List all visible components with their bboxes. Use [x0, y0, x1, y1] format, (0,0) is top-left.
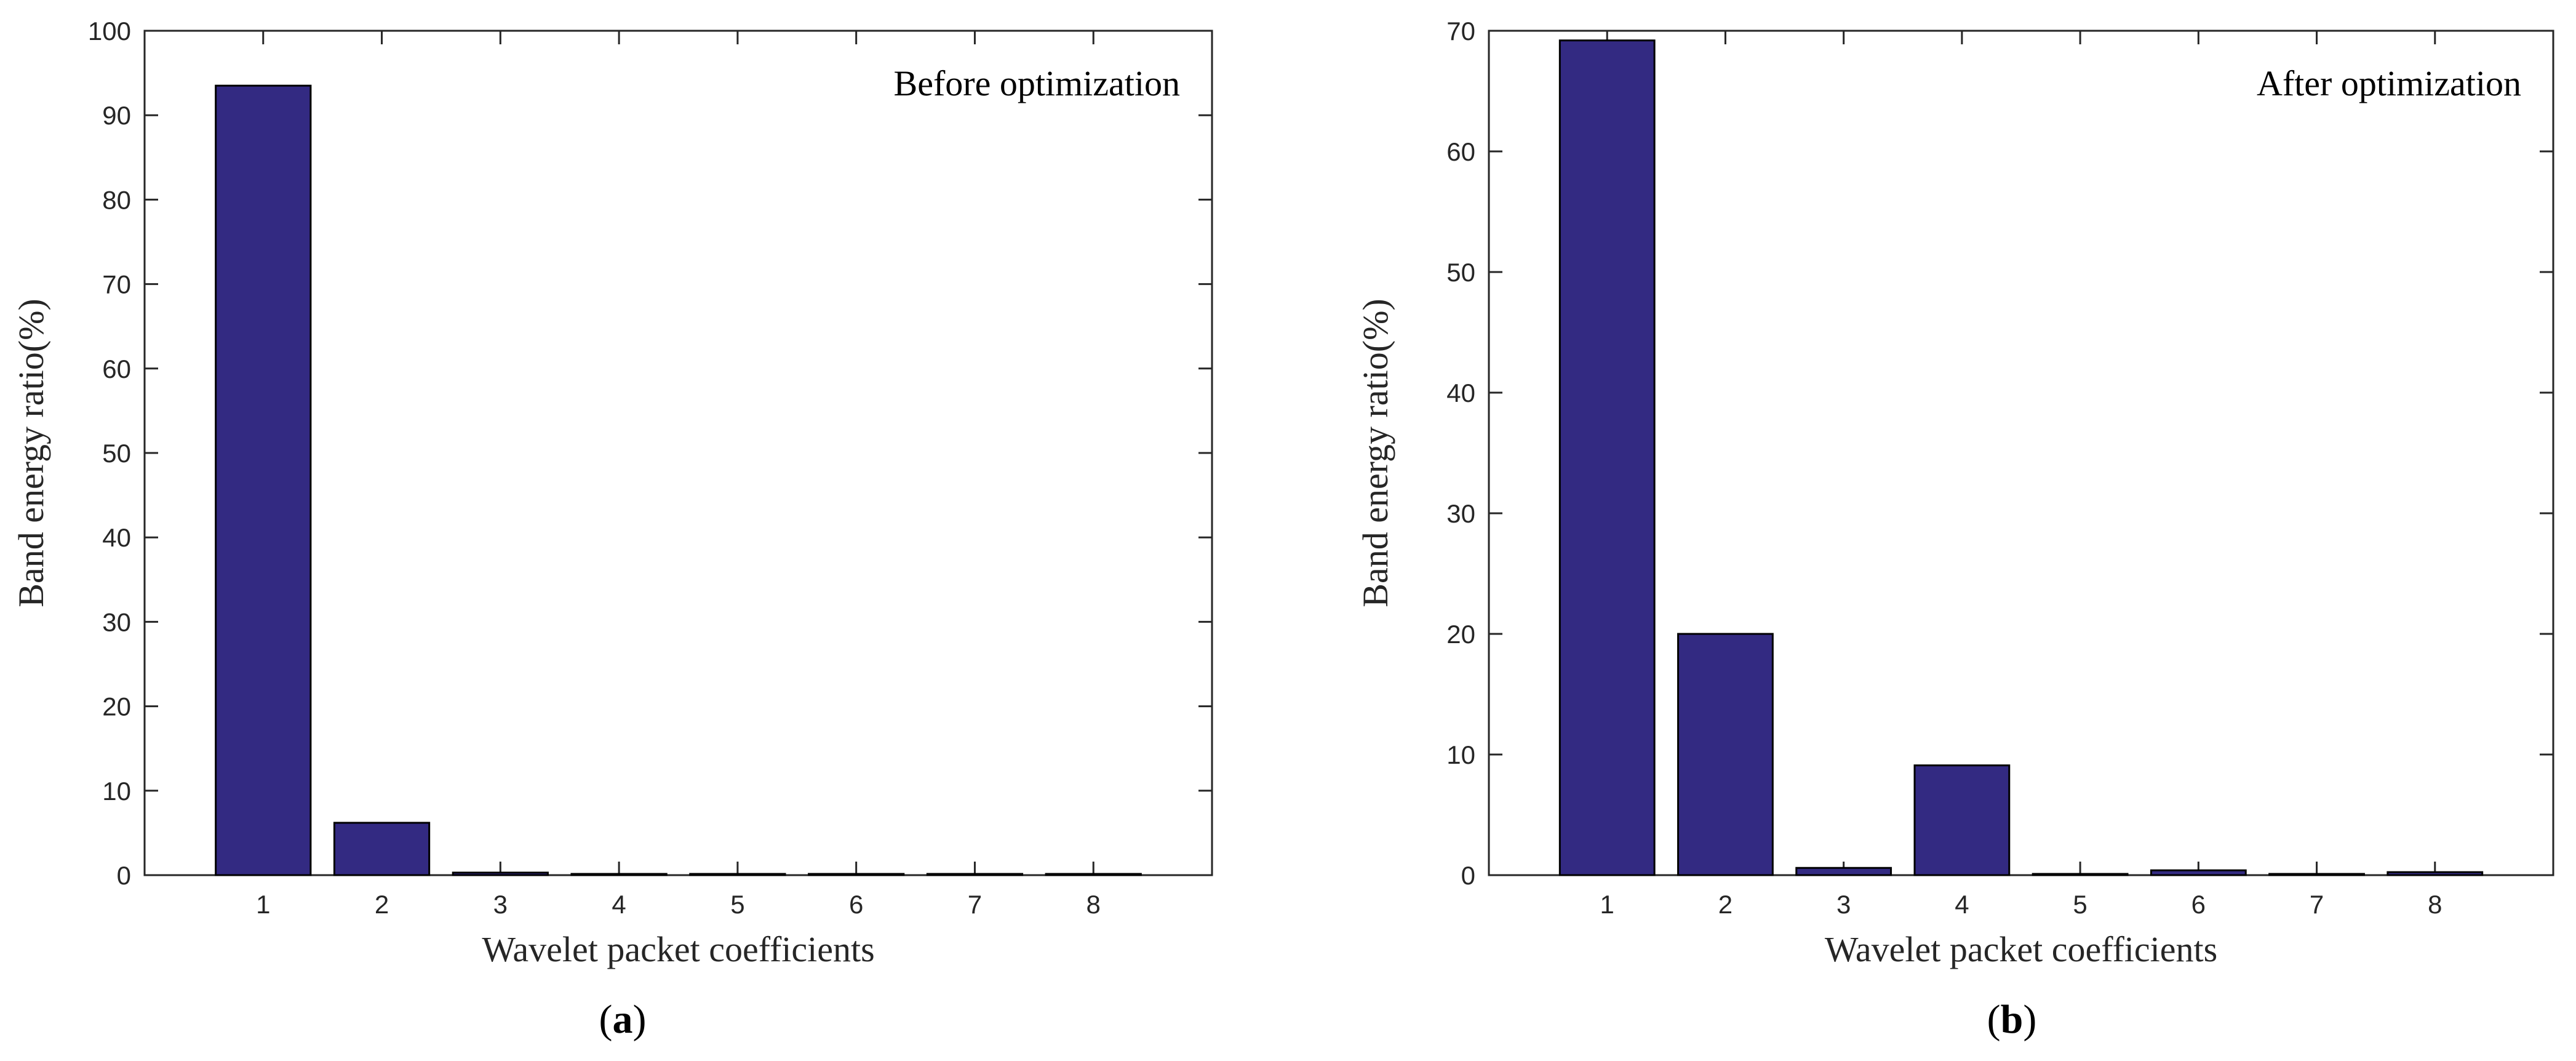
bar-5 — [2032, 873, 2129, 876]
y-tick-label: 50 — [1446, 258, 1475, 287]
y-tick-label: 40 — [102, 523, 131, 552]
y-tick-label: 60 — [102, 354, 131, 383]
bar-4 — [570, 873, 668, 876]
bar-6 — [808, 873, 905, 876]
y-tick-label: 70 — [102, 270, 131, 299]
y-tick-label: 100 — [88, 17, 131, 46]
y-tick-label: 30 — [102, 607, 131, 636]
y-axis-title: Band energy ratio(%) — [1355, 298, 1395, 607]
y-tick-label: 10 — [102, 777, 131, 806]
bar-7 — [2268, 873, 2365, 876]
bar-4 — [1913, 764, 2011, 876]
x-tick-label: 2 — [1718, 890, 1733, 919]
bar-8 — [2387, 871, 2484, 876]
x-tick-label: 4 — [612, 890, 626, 919]
bar-8 — [1045, 873, 1142, 876]
x-tick-label: 2 — [375, 890, 389, 919]
y-tick-label: 10 — [1446, 740, 1475, 769]
x-tick-label: 6 — [849, 890, 863, 919]
annotation: Before optimization — [894, 63, 1180, 103]
x-axis-title: Wavelet packet coefficients — [482, 929, 874, 969]
x-tick-label: 1 — [256, 890, 270, 919]
chart-panel-a: 0 10 20 30 40 50 60 70 80 90 100 1 2 3 4 5 6 7 8 Before opt… — [11, 17, 1213, 1042]
x-axis-title: Wavelet packet coefficients — [1825, 929, 2217, 969]
x-tick-label: 5 — [730, 890, 744, 919]
y-tick-label: 0 — [117, 861, 131, 890]
x-tick-label: 6 — [2191, 890, 2206, 919]
y-tick-label: 80 — [102, 185, 131, 214]
y-tick-label: 90 — [102, 101, 131, 130]
bar-5 — [689, 873, 786, 876]
x-tick-label: 5 — [2073, 890, 2087, 919]
y-tick-label: 40 — [1446, 378, 1475, 407]
x-tick-label: 7 — [2310, 890, 2324, 919]
x-tick-label: 7 — [968, 890, 982, 919]
x-tick-label: 8 — [2428, 890, 2442, 919]
axes-box — [1488, 30, 2554, 876]
x-tick-label: 1 — [1600, 890, 1614, 919]
bar-1 — [1558, 39, 1656, 876]
y-tick-label: 20 — [102, 692, 131, 721]
bar-6 — [2150, 869, 2247, 876]
panel-caption: (a) — [599, 997, 647, 1042]
x-tick-label: 8 — [1087, 890, 1101, 919]
y-tick-label: 50 — [102, 439, 131, 468]
bar-3 — [1795, 867, 1892, 876]
y-tick-label: 20 — [1446, 620, 1475, 649]
y-tick-label: 0 — [1461, 861, 1475, 890]
annotation: After optimization — [2257, 63, 2521, 103]
x-tick-label: 4 — [1955, 890, 1969, 919]
chart-panel-b: 0 10 20 30 40 50 60 70 1 2 3 4 5 6 7 8 After optimizatio… — [1355, 17, 2554, 1042]
bar-2 — [333, 822, 431, 876]
bar-2 — [1677, 633, 1774, 876]
x-tick-label: 3 — [493, 890, 508, 919]
y-tick-label: 70 — [1446, 17, 1475, 46]
bar-3 — [452, 871, 549, 876]
y-axis-title: Band energy ratio(%) — [11, 298, 51, 607]
x-tick-label: 3 — [1836, 890, 1851, 919]
y-tick-label: 30 — [1446, 499, 1475, 528]
y-tick-label: 60 — [1446, 137, 1475, 166]
bar-1 — [215, 84, 312, 876]
bar-7 — [926, 873, 1024, 876]
panel-caption: (b) — [1987, 997, 2037, 1042]
